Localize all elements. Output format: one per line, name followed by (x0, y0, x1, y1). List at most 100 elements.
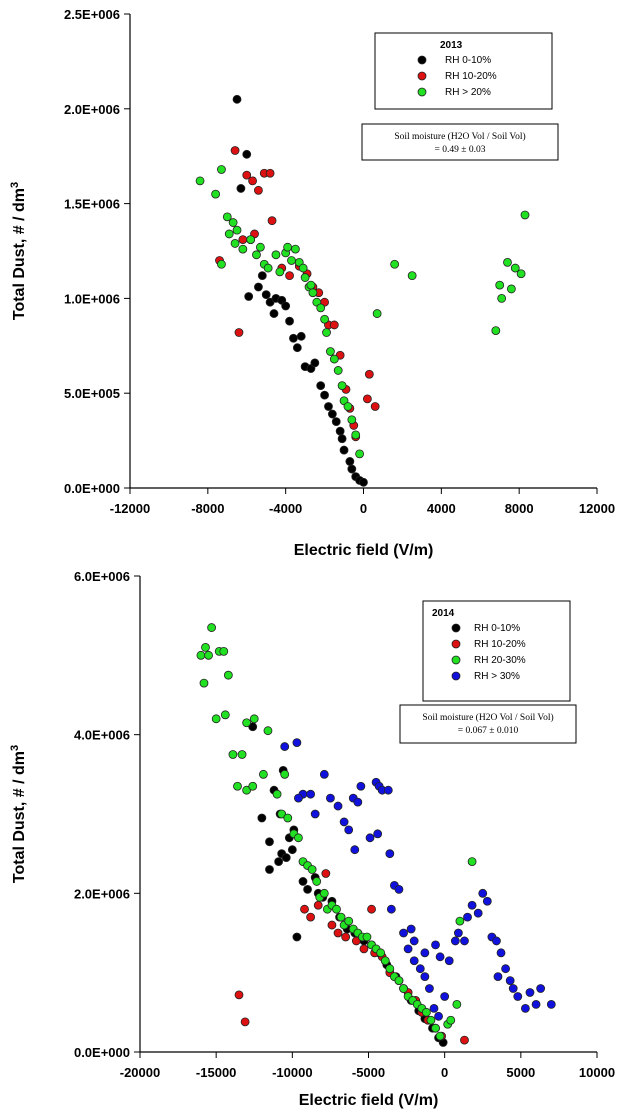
data-point (230, 146, 240, 155)
data-point (261, 290, 271, 300)
data-point (420, 948, 430, 958)
data-point (294, 793, 303, 803)
legend-title: 2013 (440, 40, 463, 51)
data-point (467, 900, 477, 910)
y-tick-label: 6.0E+006 (74, 569, 130, 584)
data-point (224, 229, 234, 239)
data-point (201, 643, 210, 652)
data-point (196, 650, 206, 660)
x-axis-title: Electric field (V/m) (299, 1092, 439, 1109)
data-point (452, 1000, 462, 1009)
soil-moisture-box (361, 123, 559, 161)
data-point (337, 381, 347, 391)
data-point (306, 789, 316, 799)
data-point (292, 738, 302, 747)
data-point (399, 928, 408, 938)
data-point (265, 865, 274, 874)
data-point (236, 184, 246, 193)
data-point (460, 936, 469, 946)
data-point (320, 390, 329, 400)
data-point (327, 920, 337, 930)
data-point (390, 259, 400, 269)
data-point (275, 267, 285, 277)
data-point (319, 888, 329, 898)
legend-title: 2014 (432, 608, 455, 619)
legend-label: RH 10-20% (474, 639, 526, 650)
x-tick-label: 4000 (427, 501, 456, 516)
legend-marker (417, 55, 427, 65)
data-point (473, 908, 483, 918)
y-tick-label: 1.0E+006 (64, 291, 120, 306)
data-point (283, 242, 293, 252)
data-point (329, 354, 339, 364)
data-point (516, 269, 526, 279)
data-point (425, 984, 434, 993)
legend-label: RH 0-10% (445, 55, 491, 66)
data-point (463, 912, 472, 922)
data-point (351, 430, 361, 440)
data-point (415, 964, 425, 974)
data-point (331, 417, 341, 427)
legend-label: RH > 20% (445, 87, 491, 98)
data-point (362, 932, 372, 942)
data-point (248, 781, 258, 791)
data-point (431, 1023, 440, 1033)
data-point (244, 292, 254, 301)
data-point (292, 932, 302, 942)
data-point (362, 394, 372, 404)
data-point (501, 964, 511, 974)
data-point (429, 1003, 439, 1013)
data-point (267, 216, 277, 226)
data-point (546, 1000, 556, 1009)
data-point (367, 904, 376, 914)
data-point (263, 726, 273, 736)
x-tick-label: 0 (360, 501, 367, 516)
data-point (320, 314, 329, 324)
data-point (252, 250, 261, 260)
data-point (234, 990, 244, 1000)
chart-2013: -12000 -8000 -4000 0 4000 8000 12000 0.0E+000 5.… (9, 7, 615, 559)
data-point (467, 857, 477, 866)
data-point (531, 1000, 541, 1009)
data-point (386, 904, 396, 914)
data-point (403, 944, 413, 954)
data-point (249, 714, 259, 724)
data-point (316, 303, 326, 313)
data-point (355, 449, 365, 459)
legend-label: RH > 30% (474, 671, 520, 682)
data-point (478, 888, 488, 898)
data-point (207, 623, 216, 632)
data-point (339, 445, 349, 455)
data-point (258, 769, 268, 779)
data-point (493, 972, 503, 982)
data-point (257, 271, 267, 281)
data-point (223, 670, 233, 680)
data-point (246, 235, 256, 245)
data-point (271, 250, 281, 260)
data-point (326, 793, 335, 803)
data-point (356, 781, 366, 791)
data-point (308, 288, 318, 298)
data-point (503, 257, 512, 267)
data-point (310, 809, 320, 819)
data-point (242, 149, 252, 159)
data-point (506, 284, 516, 294)
legend-marker (451, 639, 461, 649)
data-point (333, 801, 343, 811)
data-point (219, 646, 229, 656)
data-point (303, 884, 312, 894)
data-point (237, 750, 247, 759)
data-point (327, 409, 337, 419)
data-point (292, 343, 302, 353)
data-point (217, 259, 226, 269)
data-point (329, 320, 339, 330)
y-axis-title: Total Dust, # / dm3 (9, 182, 28, 320)
data-point (254, 282, 263, 292)
data-point (265, 837, 274, 847)
data-point (248, 176, 257, 186)
data-point (407, 271, 417, 281)
data-point (383, 785, 393, 795)
data-point (337, 434, 347, 444)
data-point (482, 896, 492, 906)
data-point (322, 328, 331, 337)
